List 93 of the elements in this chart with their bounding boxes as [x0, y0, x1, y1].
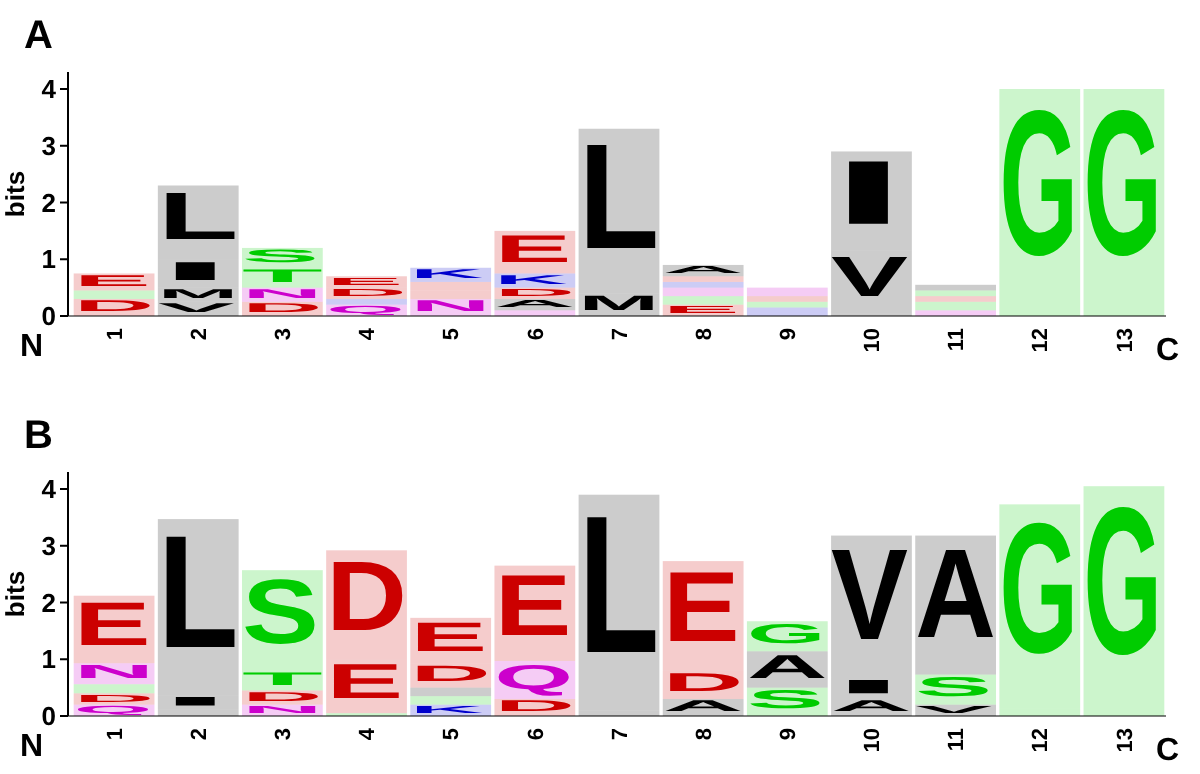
bar	[915, 296, 997, 302]
text: N	[20, 730, 44, 764]
y-tick-label: 0	[41, 301, 56, 332]
x-tick-label: 3	[272, 328, 297, 341]
x-tick-label: 10	[861, 728, 886, 753]
data-label: S	[241, 562, 319, 665]
bar	[157, 519, 239, 696]
bar	[73, 273, 155, 291]
x-tick-label: 2	[187, 728, 212, 741]
data-label: S	[241, 246, 319, 267]
bar	[410, 281, 492, 291]
x-tick-label: 12	[1029, 728, 1054, 753]
x-tick-label: 10	[861, 328, 886, 353]
y-tick-label: 4	[41, 74, 58, 105]
y-tick-label: 0	[41, 701, 56, 732]
data-label: I	[831, 142, 906, 244]
bar	[662, 281, 744, 288]
y-tick-label: 1	[41, 644, 56, 675]
x-tick-label: 8	[692, 728, 717, 741]
y-tick-label: 3	[41, 530, 56, 561]
y-tick-label: 3	[41, 130, 56, 161]
y-tick-label: 4	[41, 474, 58, 505]
x-tick-label: 4	[356, 726, 381, 741]
data-label: V	[831, 244, 909, 309]
x-tick-label: 6	[524, 328, 549, 341]
x-tick-label: 7	[608, 728, 633, 741]
x-tick-label: 5	[440, 728, 465, 741]
data-label: E	[326, 655, 404, 710]
data-label: E	[662, 552, 740, 663]
data-label: G	[999, 483, 1078, 693]
y-tick-label: 1	[41, 244, 56, 275]
data-label: V	[831, 520, 909, 667]
data-label: E	[494, 227, 572, 271]
data-label: L	[157, 501, 239, 683]
data-label: N	[73, 661, 155, 683]
data-label: L	[578, 473, 660, 694]
data-label: D	[326, 541, 407, 653]
chart-title: A	[24, 14, 53, 58]
x-tick-label: 13	[1113, 328, 1138, 353]
x-tick-label: 2	[187, 328, 212, 341]
data-label: S	[746, 684, 824, 714]
bar	[662, 296, 744, 305]
y-axis-title: bits	[0, 170, 30, 218]
text: C	[1156, 334, 1180, 368]
data-label: I	[831, 676, 906, 698]
bar	[410, 687, 492, 697]
data-label: G	[999, 68, 1078, 300]
data-label: E	[410, 614, 488, 661]
x-tick-label: 9	[777, 728, 802, 741]
x-tick-label: 13	[1113, 728, 1138, 753]
chart-title: B	[24, 414, 53, 458]
x-tick-label: 7	[608, 328, 633, 341]
x-tick-label: 9	[777, 328, 802, 341]
x-tick-label: 4	[356, 326, 381, 341]
data-label: I	[157, 256, 233, 286]
data-label: S	[915, 671, 993, 703]
bar	[410, 267, 492, 282]
x-tick-label: 6	[524, 728, 549, 741]
y-tick-label: 2	[41, 187, 56, 218]
x-tick-label: 11	[945, 728, 970, 752]
data-label: G	[1083, 467, 1163, 700]
x-tick-label: 1	[103, 728, 128, 741]
data-label: G	[1083, 68, 1163, 300]
data-label: L	[578, 112, 660, 281]
y-axis-title: bits	[0, 570, 30, 618]
data-label: D	[662, 667, 744, 697]
data-label: E	[494, 556, 572, 654]
bar	[915, 301, 997, 311]
data-label: A	[746, 648, 828, 685]
bar	[73, 290, 155, 299]
bar	[831, 535, 912, 678]
data-label: D	[410, 661, 491, 686]
x-tick-label: 1	[103, 328, 128, 341]
data-label: M	[578, 291, 660, 315]
x-tick-label: 12	[1029, 328, 1054, 353]
data-label: G	[746, 618, 826, 650]
x-tick-label: 8	[692, 328, 717, 341]
text: N	[20, 330, 44, 364]
data-label: Q	[494, 657, 573, 696]
x-tick-label: 11	[945, 328, 970, 352]
x-tick-label: 3	[272, 728, 297, 741]
data-label: E	[73, 589, 151, 659]
data-label: T	[241, 265, 324, 287]
bar	[746, 296, 828, 302]
bar	[662, 276, 744, 282]
data-label: L	[157, 180, 239, 255]
data-label: T	[241, 668, 324, 689]
bar	[494, 273, 576, 288]
data-label: A	[915, 522, 996, 665]
y-tick-label: 2	[41, 587, 56, 618]
x-tick-label: 5	[440, 328, 465, 341]
text: C	[1156, 734, 1180, 768]
bar	[915, 535, 997, 675]
